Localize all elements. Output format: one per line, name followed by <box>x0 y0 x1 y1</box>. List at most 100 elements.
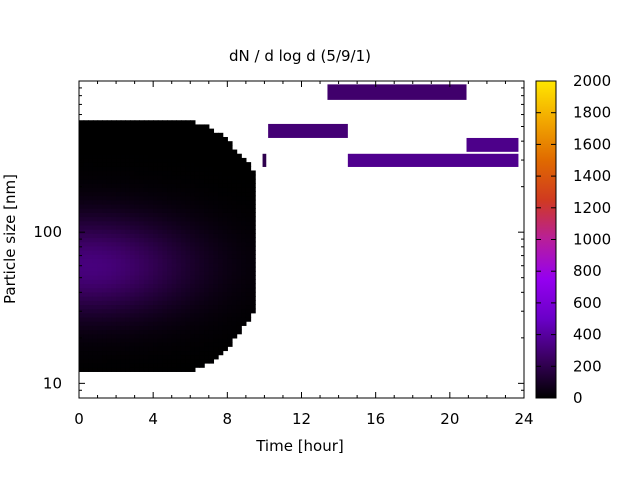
heatmap-cell <box>129 157 136 163</box>
heatmap-cell <box>157 350 164 356</box>
heatmap-cell <box>185 283 191 289</box>
heatmap-cell <box>208 250 215 255</box>
heatmap-cell <box>208 174 215 180</box>
heatmap-cell <box>231 275 238 280</box>
x-axis-label: Time [hour] <box>255 437 344 455</box>
heatmap-cell <box>218 275 224 280</box>
heatmap-cell <box>120 233 126 239</box>
heatmap-cell <box>213 220 219 226</box>
heatmap-cell <box>139 195 145 201</box>
heatmap-cell <box>106 229 113 234</box>
heatmap-cell <box>148 224 154 230</box>
heatmap-cell <box>83 208 89 213</box>
heatmap-cell <box>92 363 99 368</box>
heatmap-cell <box>120 245 126 251</box>
heatmap-cell <box>157 157 164 163</box>
heatmap-cell <box>250 170 256 176</box>
heatmap-cell <box>139 287 145 293</box>
heatmap-cell <box>245 212 252 218</box>
heatmap-cell <box>139 262 145 268</box>
heatmap-cell <box>204 245 210 251</box>
heatmap-cell <box>83 128 89 134</box>
heatmap-cell <box>227 195 233 201</box>
heatmap-cell <box>120 363 126 368</box>
heatmap-cell <box>148 149 154 155</box>
heatmap-cell <box>241 208 247 213</box>
heatmap-cell <box>180 233 187 239</box>
heatmap-cell <box>162 350 168 356</box>
heatmap-cell <box>139 237 145 243</box>
heatmap-cell <box>167 132 173 138</box>
heatmap-cell <box>222 250 228 255</box>
heatmap-cell <box>199 178 205 184</box>
heatmap-cell <box>88 354 94 360</box>
heatmap-cell <box>190 300 196 306</box>
heatmap-cell <box>171 203 177 209</box>
heatmap-cell <box>116 229 122 234</box>
heatmap-cell <box>97 178 103 184</box>
heatmap-cell <box>208 170 215 176</box>
heatmap-cell <box>208 329 215 335</box>
heatmap-cell <box>97 145 103 151</box>
heatmap-cell <box>120 237 126 243</box>
heatmap-cell <box>92 237 99 243</box>
heatmap-cell <box>148 350 154 356</box>
heatmap-cell <box>120 321 126 326</box>
heatmap-cell <box>250 262 256 268</box>
heatmap-cell <box>102 287 108 293</box>
heatmap-cell <box>236 162 242 167</box>
heatmap-cell <box>231 162 238 167</box>
heatmap-cell <box>227 312 233 318</box>
heatmap-cell <box>157 250 164 255</box>
heatmap-cell <box>134 183 140 188</box>
heatmap-cell <box>83 162 89 167</box>
heatmap-cell <box>157 316 164 322</box>
heatmap-cell <box>185 367 191 372</box>
heatmap-cell <box>148 321 154 326</box>
heatmap-cell <box>79 128 85 134</box>
heatmap-cell <box>171 187 177 193</box>
heatmap-cell <box>190 120 196 126</box>
heatmap-cell <box>102 250 108 255</box>
heatmap-cell <box>194 254 201 259</box>
heatmap-cell <box>139 266 145 272</box>
heatmap-cell <box>102 291 108 297</box>
heatmap-cell <box>222 145 228 151</box>
heatmap-cell <box>204 208 210 213</box>
heatmap-cell <box>111 183 117 188</box>
x-tick-label: 8 <box>223 410 233 428</box>
heatmap-cell <box>190 275 196 280</box>
heatmap-cell <box>153 178 159 184</box>
heatmap-cell <box>157 120 164 126</box>
heatmap-cell <box>208 141 215 146</box>
heatmap-cell <box>185 312 191 318</box>
heatmap-cell <box>83 120 89 126</box>
heatmap-cell <box>134 350 140 356</box>
heatmap-cell <box>180 166 187 172</box>
heatmap-cell <box>79 333 85 339</box>
heatmap-cell <box>171 245 177 251</box>
heatmap-cell <box>199 203 205 209</box>
heatmap-cell <box>180 342 187 347</box>
heatmap-cell <box>171 191 177 197</box>
heatmap-cell <box>250 308 256 314</box>
heatmap-cell <box>116 283 122 289</box>
heatmap-cell <box>111 275 117 280</box>
heatmap-cell <box>92 136 99 142</box>
heatmap-cell <box>171 153 177 159</box>
heatmap-cell <box>185 183 191 188</box>
heatmap-cell <box>167 250 173 255</box>
heatmap-cell <box>227 220 233 226</box>
heatmap-cell <box>134 275 140 280</box>
heatmap-cell <box>250 254 256 259</box>
heatmap-cell <box>157 229 164 234</box>
heatmap-cell <box>180 358 187 364</box>
heatmap-cell <box>236 254 242 259</box>
heatmap-cell <box>116 224 122 230</box>
heatmap-cell <box>167 153 173 159</box>
heatmap-cell <box>176 237 182 243</box>
heatmap-cell <box>143 208 150 213</box>
heatmap-cell <box>157 283 164 289</box>
heatmap-cell <box>153 358 159 364</box>
heatmap-cell <box>116 141 122 146</box>
